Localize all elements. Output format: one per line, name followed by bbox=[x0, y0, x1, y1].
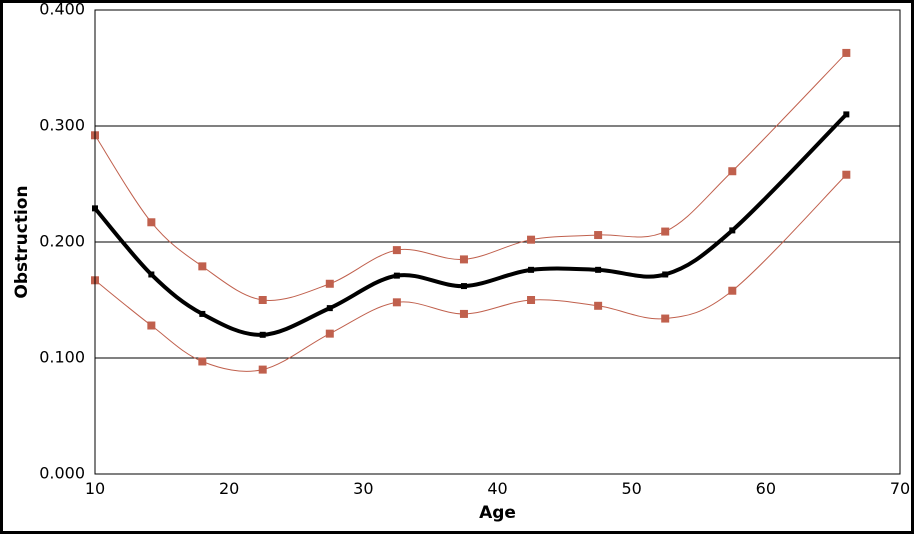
series-marker-upper-band bbox=[393, 246, 401, 254]
series-marker-lower-band bbox=[198, 357, 206, 365]
series-marker-mean bbox=[148, 271, 154, 277]
series-marker-upper-band bbox=[198, 262, 206, 270]
y-tick-label: 0.400 bbox=[39, 3, 85, 19]
series-line-mean bbox=[95, 114, 846, 334]
y-tick-label: 0.000 bbox=[39, 464, 85, 483]
y-tick-label: 0.300 bbox=[39, 116, 85, 135]
x-axis-title: Age bbox=[479, 503, 516, 523]
x-tick-label: 60 bbox=[756, 479, 776, 498]
series-marker-lower-band bbox=[326, 330, 334, 338]
series-marker-upper-band bbox=[842, 49, 850, 57]
series-marker-mean bbox=[528, 267, 534, 273]
series-marker-lower-band bbox=[460, 310, 468, 318]
series-line-lower-band bbox=[95, 175, 846, 372]
x-tick-label: 50 bbox=[621, 479, 641, 498]
series-marker-lower-band bbox=[527, 296, 535, 304]
series-marker-mean bbox=[461, 283, 467, 289]
chart-frame: 0.000 0.100 0.200 0.300 0.400 10 20 30 40 50 60 70 A… bbox=[0, 0, 914, 534]
x-tick-label: 10 bbox=[85, 479, 105, 498]
series-marker-upper-band bbox=[527, 236, 535, 244]
y-axis-title: Obstruction bbox=[12, 185, 32, 298]
series-marker-mean bbox=[260, 332, 266, 338]
series-marker-upper-band bbox=[147, 218, 155, 226]
series-marker-lower-band bbox=[147, 322, 155, 330]
series-marker-mean bbox=[199, 311, 205, 317]
series-marker-lower-band bbox=[594, 302, 602, 310]
x-tick-label: 20 bbox=[219, 479, 239, 498]
y-tick-label: 0.200 bbox=[39, 232, 85, 251]
series-marker-mean bbox=[729, 227, 735, 233]
series-marker-lower-band bbox=[259, 366, 267, 374]
series-marker-upper-band bbox=[460, 255, 468, 263]
series-marker-upper-band bbox=[326, 280, 334, 288]
series-marker-mean bbox=[843, 111, 849, 117]
series-marker-upper-band bbox=[259, 296, 267, 304]
series-marker-lower-band bbox=[393, 298, 401, 306]
series-marker-upper-band bbox=[594, 231, 602, 239]
y-tick-label: 0.100 bbox=[39, 348, 85, 367]
series-marker-mean bbox=[327, 305, 333, 311]
series-line-upper-band bbox=[95, 53, 846, 301]
series-marker-mean bbox=[394, 273, 400, 279]
series-marker-mean bbox=[595, 267, 601, 273]
series-marker-upper-band bbox=[728, 167, 736, 175]
series-marker-upper-band bbox=[661, 228, 669, 236]
series-marker-lower-band bbox=[728, 287, 736, 295]
x-tick-label: 30 bbox=[353, 479, 373, 498]
series-marker-lower-band bbox=[842, 171, 850, 179]
x-tick-label: 70 bbox=[890, 479, 910, 498]
series-marker-mean bbox=[662, 271, 668, 277]
chart-svg: 0.000 0.100 0.200 0.300 0.400 10 20 30 40 50 60 70 A… bbox=[3, 3, 911, 531]
series-marker-lower-band bbox=[661, 315, 669, 323]
x-tick-label: 40 bbox=[487, 479, 507, 498]
